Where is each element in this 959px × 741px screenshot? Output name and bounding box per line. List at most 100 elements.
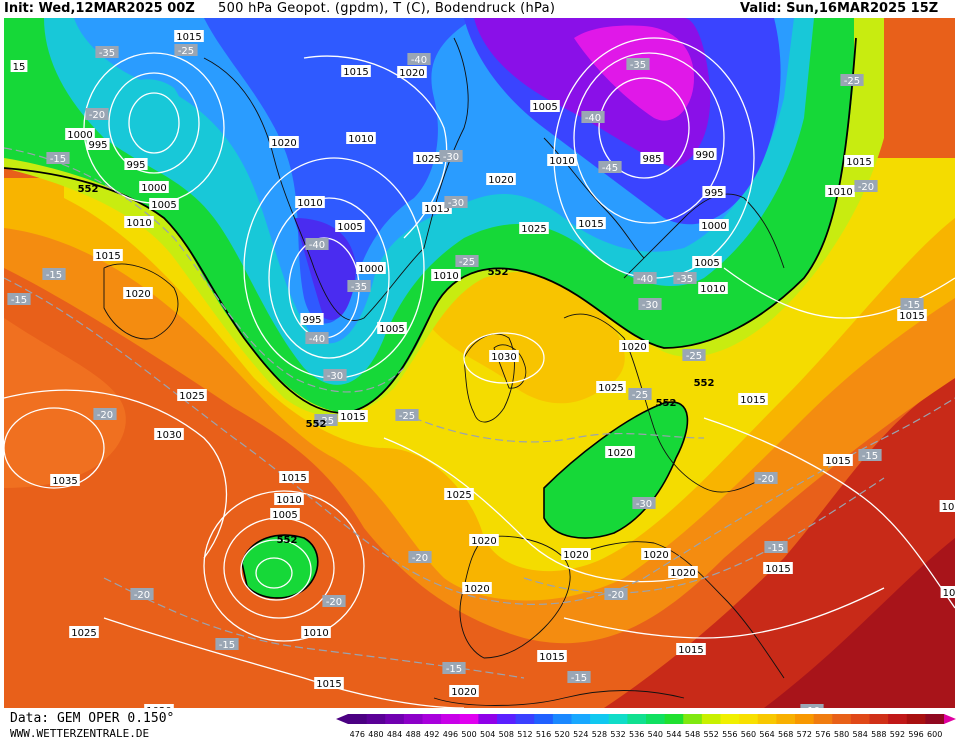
temperature-label-text: -35 <box>99 48 115 59</box>
isobar-label-text: 1020 <box>146 706 171 708</box>
temperature-label-text: -45 <box>602 163 618 174</box>
temperature-label: -30 <box>439 150 463 163</box>
legend-swatch <box>757 714 777 724</box>
legend-tick-label: 476 <box>350 730 365 739</box>
isobar-label-text: 1010 <box>549 156 574 167</box>
temperature-label: -30 <box>444 196 468 209</box>
geopotential-label-text: 552 <box>488 267 509 278</box>
legend-swatch <box>795 714 815 724</box>
isobar-label-bg <box>469 534 499 546</box>
legend-tick-label: 536 <box>629 730 644 739</box>
isobar-label-bg <box>449 685 479 697</box>
isobar-label-text: 1020 <box>271 138 296 149</box>
temperature-label-text: -15 <box>571 673 587 684</box>
isobar-label-text: 1020 <box>563 550 588 561</box>
temperature-label-text: -35 <box>630 60 646 71</box>
temperature-label-bg <box>455 255 479 267</box>
legend-tick-label: 568 <box>778 730 793 739</box>
isobar-label-bg <box>314 677 344 689</box>
temperature-label-text: -30 <box>327 371 343 382</box>
legend-tick-label: 544 <box>666 730 681 739</box>
temperature-label: -45 <box>598 161 622 174</box>
isobar-label-bg <box>174 30 204 42</box>
legend-tick-label: 504 <box>480 730 495 739</box>
temperature-label: -40 <box>305 238 329 251</box>
init-time: Init: Wed,12MAR2025 00Z <box>4 1 195 16</box>
isobar-label-bg <box>823 454 853 466</box>
temperature-label-text: -25 <box>178 46 194 57</box>
warm-core-se-deep <box>764 538 955 708</box>
temperature-label: -25 <box>174 44 198 57</box>
temperature-label: -15 <box>215 638 239 651</box>
temperature-label-bg <box>626 58 650 70</box>
temperature-label-bg <box>638 298 662 310</box>
temperature-label-text: -30 <box>448 198 464 209</box>
legend-swatch <box>701 714 721 724</box>
temperature-label-text: -20 <box>412 553 428 564</box>
isobar-label-text: 1025 <box>446 490 471 501</box>
temperature-label: -25 <box>840 74 864 87</box>
temperature-label-text: -15 <box>768 543 784 554</box>
legend-tick-label: 600 <box>927 730 942 739</box>
temperature-label: -20 <box>408 551 432 564</box>
temperature-label-text: -15 <box>46 270 62 281</box>
legend-swatch <box>720 714 740 724</box>
isobar-label: 1010 <box>274 493 304 506</box>
temperature-label-text: -35 <box>351 282 367 293</box>
temperature-label-text: -15 <box>862 451 878 462</box>
isobar-label-text: 1000 <box>67 130 92 141</box>
legend-swatch <box>925 714 945 724</box>
legend-swatch <box>534 714 554 724</box>
isobar-label-bg <box>738 393 768 405</box>
isobar-label-text: 990 <box>695 150 714 161</box>
temperature-label: -15 <box>442 662 466 675</box>
legend-swatch <box>552 714 572 724</box>
temperature-label-bg <box>567 671 591 683</box>
legend-tick-label: 528 <box>592 730 607 739</box>
temperature-label-bg <box>305 238 329 250</box>
isobar-label-bg <box>462 582 492 594</box>
isobar-label-bg <box>300 313 324 325</box>
temperature-label-text: -15 <box>50 154 66 165</box>
edge-label: 10 <box>939 500 955 513</box>
geopotential-label: 552 <box>78 184 99 195</box>
isobar-label-text: 1015 <box>424 204 449 215</box>
temperature-label: -25 <box>455 255 479 268</box>
temperature-label-bg <box>174 44 198 56</box>
isobar-label-text: 995 <box>302 315 321 326</box>
temperature-label-text: -35 <box>677 274 693 285</box>
isobar-label: 1020 <box>641 548 671 561</box>
legend-tick-label: 572 <box>797 730 812 739</box>
legend-tick-label: 492 <box>424 730 439 739</box>
site-url[interactable]: WWW.WETTERZENTRALE.DE <box>10 727 150 740</box>
geopotential-label-text: 552 <box>694 378 715 389</box>
isobar-label: 985 <box>640 152 664 165</box>
isobar-label: 1015 <box>93 249 123 262</box>
temperature-label-text: -25 <box>844 76 860 87</box>
isobar-label-text: 1015 <box>340 412 365 423</box>
isobar-label: 1025 <box>69 626 99 639</box>
temperature-label-text: -15 <box>219 640 235 651</box>
isobar-label: 995 <box>702 186 726 199</box>
isobar-label: 1025 <box>519 222 549 235</box>
isobar-label: 1020 <box>668 566 698 579</box>
temperature-label: -10 <box>800 704 824 708</box>
isobar-label: 1015 <box>897 309 927 322</box>
legend-tick-label: 580 <box>834 730 849 739</box>
geopotential-label: 552 <box>694 378 715 389</box>
legend-swatch <box>478 714 498 724</box>
legend-swatch <box>683 714 703 724</box>
legend-swatch <box>348 714 368 724</box>
legend-swatch <box>459 714 479 724</box>
temperature-label: -30 <box>638 298 662 311</box>
legend-swatch <box>906 714 926 724</box>
isobar-label-bg <box>144 704 174 708</box>
isobar-label-bg <box>897 309 927 321</box>
temperature-label-text: -30 <box>636 499 652 510</box>
isobar-label-bg <box>844 155 874 167</box>
weather-map[interactable]: 1015 1015 1020 1000 995 995 1020 1010 1025 1000 10… <box>4 18 955 708</box>
temperature-label-text: -30 <box>642 300 658 311</box>
isobar-label-text: 1015 <box>765 564 790 575</box>
temperature-label-bg <box>754 472 778 484</box>
temperature-label-text: -20 <box>758 474 774 485</box>
